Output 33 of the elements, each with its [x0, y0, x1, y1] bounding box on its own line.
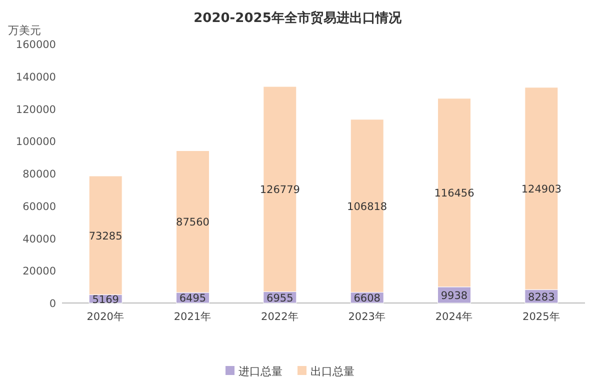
- data-label: 126779: [260, 184, 300, 196]
- data-label: 87560: [176, 216, 210, 229]
- y-tick-label: 0: [49, 298, 56, 310]
- y-tick-label: 40000: [22, 233, 56, 246]
- y-tick-label: 80000: [22, 168, 56, 180]
- data-label: 106818: [347, 200, 388, 213]
- data-label: 73285: [88, 230, 122, 242]
- x-tick-label: 2021年: [174, 311, 212, 323]
- data-label: 116456: [434, 188, 475, 200]
- y-tick-label: 20000: [22, 266, 56, 278]
- x-tick-label: 2022年: [261, 311, 299, 323]
- legend-label: 进口总量: [238, 365, 282, 378]
- y-tick-label: 60000: [22, 200, 56, 213]
- y-tick-label: 100000: [16, 136, 56, 148]
- data-label: 6608: [354, 292, 380, 305]
- x-tick-label: 2023年: [348, 311, 386, 323]
- y-tick-label: 120000: [16, 104, 56, 116]
- data-label: 5169: [92, 294, 119, 306]
- y-tick-label: 140000: [16, 71, 56, 84]
- bar: [176, 150, 210, 293]
- bar: [88, 176, 122, 295]
- data-label: 6955: [266, 292, 294, 304]
- data-label: 124903: [521, 184, 562, 196]
- x-tick-label: 2020年: [86, 311, 124, 323]
- legend-label: 出口总量: [310, 365, 354, 378]
- x-tick-label: 2024年: [435, 311, 474, 323]
- bar: [524, 87, 558, 290]
- data-label: 8283: [528, 291, 555, 304]
- chart-title: 2020-2025年全市贸易进出口情况: [194, 10, 402, 26]
- data-label: 6495: [179, 292, 206, 305]
- y-axis-title: 万美元: [8, 24, 41, 37]
- y-tick-label: 160000: [16, 39, 56, 51]
- x-tick-label: 2025年: [522, 311, 560, 323]
